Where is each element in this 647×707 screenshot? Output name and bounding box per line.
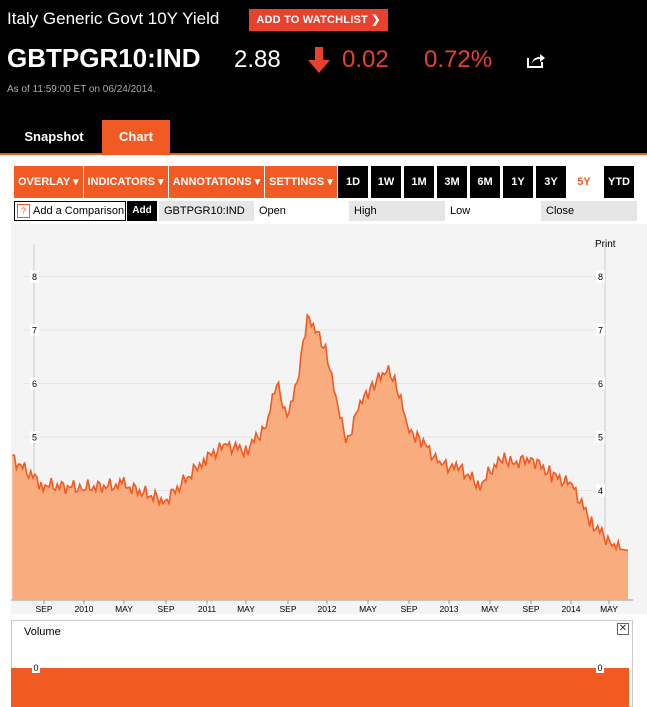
percent-change: 0.72% (424, 46, 493, 73)
open-label: Open (259, 205, 286, 217)
ticker-symbol: GBTPGR10:IND (7, 43, 201, 73)
y-tick-label-right: 6 (598, 379, 603, 389)
x-tick-label: MAY (115, 604, 133, 614)
y-tick-bg (30, 270, 39, 283)
x-tick-label: MAY (237, 604, 255, 614)
x-tick-label: MAY (600, 604, 618, 614)
range-3y[interactable]: 3Y (536, 166, 566, 198)
add-comparison-input[interactable]: ? Add a Comparison (14, 201, 126, 221)
x-tick-label: SEP (157, 604, 174, 614)
share-icon[interactable] (527, 52, 545, 68)
y-tick-label-left: 7 (32, 326, 37, 336)
y-tick-bg (596, 377, 605, 390)
low-label: Low (450, 205, 471, 217)
overlay-menu[interactable]: OVERLAY ▾ (14, 166, 84, 198)
last-price: 2.88 (234, 46, 281, 73)
y-tick-bg (30, 431, 39, 443)
annotations-menu[interactable]: ANNOTATIONS ▾ (168, 166, 266, 198)
volume-bar (11, 668, 629, 707)
y-tick-label-left: 5 (32, 433, 37, 443)
x-tick-label: SEP (279, 604, 296, 614)
range-1w[interactable]: 1W (371, 166, 401, 198)
y-tick-bg (30, 377, 39, 390)
price-change: 0.02 (342, 46, 389, 73)
y-tick-bg (596, 324, 605, 336)
high-label: High (349, 201, 445, 221)
close-label: Close (541, 201, 637, 221)
volume-axis-right: 0 (596, 663, 604, 673)
yield-chart: 334455667788SEP2010MAYSEP2011MAYSEP2012M… (11, 244, 633, 614)
y-tick-bg (596, 484, 605, 497)
y-tick-label-right: 4 (598, 486, 603, 496)
tab-chart[interactable]: Chart (102, 120, 170, 153)
x-tick-label: SEP (400, 604, 417, 614)
indicators-menu[interactable]: INDICATORS ▾ (83, 166, 169, 198)
y-tick-bg (30, 324, 39, 336)
quote-header: Italy Generic Govt 10Y Yield ADD TO WATC… (0, 0, 647, 155)
range-6m[interactable]: 6M (470, 166, 500, 198)
settings-menu[interactable]: SETTINGS ▾ (265, 166, 338, 198)
y-tick-label-right: 8 (598, 272, 603, 282)
down-arrow-icon (308, 47, 330, 73)
y-tick-label-left: 8 (32, 272, 37, 282)
range-ytd[interactable]: YTD (604, 166, 634, 198)
close-volume-icon[interactable]: ✕ (617, 623, 629, 635)
range-1y[interactable]: 1Y (503, 166, 533, 198)
y-tick-label-right: 5 (598, 433, 603, 443)
x-tick-label: SEP (522, 604, 539, 614)
x-tick-label: 2013 (440, 604, 459, 614)
add-to-watchlist-button[interactable]: ADD TO WATCHLIST ❯ (249, 9, 388, 31)
x-tick-label: 2010 (75, 604, 94, 614)
range-5y[interactable]: 5Y (569, 166, 599, 198)
y-tick-bg (596, 270, 605, 283)
yield-area (12, 315, 629, 600)
x-tick-label: 2011 (198, 604, 217, 614)
x-tick-label: SEP (35, 604, 52, 614)
help-icon[interactable]: ? (17, 204, 30, 218)
y-tick-label-left: 6 (32, 379, 37, 389)
y-tick-bg (596, 431, 605, 443)
x-tick-label: 2014 (562, 604, 581, 614)
volume-label: Volume (24, 626, 61, 638)
range-1m[interactable]: 1M (404, 166, 434, 198)
y-tick-label-right: 7 (598, 326, 603, 336)
x-tick-label: MAY (359, 604, 377, 614)
x-tick-label: MAY (481, 604, 499, 614)
volume-axis-left: 0 (32, 663, 40, 673)
as-of-timestamp: As of 11:59:00 ET on 06/24/2014. (7, 84, 156, 95)
security-title: Italy Generic Govt 10Y Yield (7, 9, 220, 28)
yield-line (12, 313, 629, 552)
range-1d[interactable]: 1D (338, 166, 368, 198)
tab-underline (0, 153, 647, 155)
tab-snapshot[interactable]: Snapshot (7, 120, 101, 153)
range-3m[interactable]: 3M (437, 166, 467, 198)
chart-toolbar: OVERLAY ▾ INDICATORS ▾ ANNOTATIONS ▾ SET… (14, 166, 338, 198)
x-tick-label: 2012 (318, 604, 337, 614)
symbol-label: GBTPGR10:IND (159, 201, 254, 221)
add-comparison-button[interactable]: Add (127, 201, 157, 221)
add-comparison-placeholder: Add a Comparison (33, 205, 125, 217)
